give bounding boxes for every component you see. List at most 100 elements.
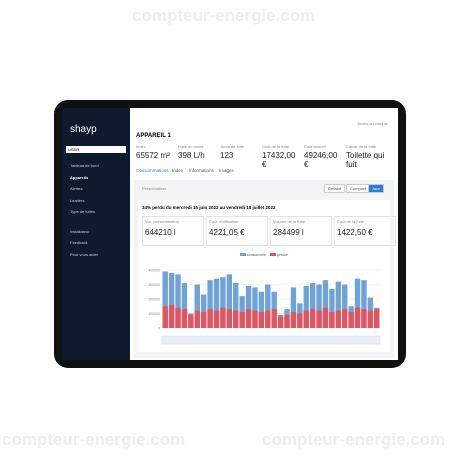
legend-swatch: [240, 253, 246, 256]
card-label: Coût d'utilisation: [209, 219, 239, 224]
bar: [200, 294, 207, 328]
stat-label: Fuite en cours: [178, 144, 204, 149]
bar: [233, 283, 239, 328]
bar: [194, 310, 200, 328]
bar: [213, 278, 220, 328]
bar: [316, 310, 322, 328]
navigator: [161, 335, 381, 345]
card: [270, 216, 332, 246]
menu-item[interactable]: Type de fuites: [70, 209, 95, 214]
card-label: Vol. consommation: [145, 219, 179, 224]
bar: [258, 312, 265, 328]
device-title: APPAREIL 1: [136, 133, 171, 139]
bar: [354, 278, 361, 328]
bar: [329, 288, 335, 328]
bar: [335, 310, 342, 328]
stat-value: 49246,00 €: [304, 151, 338, 169]
card-label: Coût de la fuite: [337, 219, 364, 224]
menu-item[interactable]: Pour vous aider: [70, 251, 99, 257]
bar: [258, 291, 265, 328]
bar: [290, 287, 297, 328]
stat-label: Jours de fuite: [220, 144, 245, 149]
stat-label: Coût annuel: [304, 144, 326, 149]
legend-swatch: [270, 253, 276, 256]
bar: [322, 307, 329, 328]
bar: [309, 309, 316, 328]
tab[interactable]: Index: [172, 168, 184, 173]
watermark: compteur-energie.com: [132, 6, 316, 25]
menu-item[interactable]: Alertes: [70, 186, 83, 191]
card-label: Volume de la fuite: [273, 219, 305, 224]
search[interactable]: USER: [66, 146, 126, 153]
view-button[interactable]: Détaillé: [324, 184, 346, 193]
bar: [348, 312, 354, 328]
card-value: 644210 l: [145, 228, 176, 237]
bar: [342, 309, 348, 328]
bar: [181, 309, 188, 328]
chart: 0 100000 200000 300000 400000 consommée perdue: [148, 253, 381, 345]
account-link[interactable]: Accès au compte: [357, 121, 388, 126]
bar: [342, 284, 348, 328]
bar: [194, 284, 200, 328]
stat-label: Cause de la fuite: [346, 144, 377, 149]
bar: [367, 310, 374, 328]
bar: [354, 307, 361, 328]
bar: [303, 285, 309, 328]
bar: [220, 277, 226, 328]
bar: [329, 312, 335, 328]
bar: [361, 309, 367, 328]
panel-title: 34% perdu du mercredi 15 juin 2022 au ve…: [142, 205, 276, 210]
y-tick-label: 300000: [148, 283, 160, 287]
bar: [226, 274, 233, 328]
bar: [309, 283, 316, 328]
bar: [265, 284, 271, 328]
customize[interactable]: Personnaliser: [142, 186, 167, 191]
view-button[interactable]: Jour: [368, 184, 384, 193]
card: [142, 216, 204, 246]
bar: [226, 309, 233, 328]
bar: [290, 312, 297, 328]
tab[interactable]: Consommations: [136, 168, 169, 173]
bar: [162, 271, 168, 328]
stat-value: 65572 m³: [136, 151, 170, 160]
logo: shayp: [70, 124, 97, 135]
bar: [252, 287, 258, 328]
stat-value: 123: [220, 151, 234, 160]
bar: [265, 310, 271, 328]
bar: [181, 283, 188, 328]
legend-label: perdue: [277, 253, 288, 257]
bar: [162, 306, 168, 328]
y-tick-label: 200000: [148, 298, 160, 302]
y-tick-label: 100000: [148, 312, 160, 316]
menu-item[interactable]: Feedback: [70, 240, 88, 245]
bar: [207, 280, 213, 328]
card-value: 1422,50 €: [337, 228, 373, 237]
y-tick-label: 400000: [148, 269, 160, 273]
bar: [271, 309, 277, 328]
bar: [239, 296, 245, 328]
bar: [322, 280, 329, 328]
bar: [175, 274, 181, 328]
legend-label: consommée: [247, 253, 266, 257]
menu-item[interactable]: Installateur: [70, 228, 90, 234]
stat-label: Index: [136, 144, 146, 149]
menu-item[interactable]: Leaders: [70, 197, 85, 203]
tab[interactable]: Informations: [189, 168, 214, 173]
tab[interactable]: Images: [219, 168, 234, 173]
bar: [297, 313, 303, 328]
bar: [335, 281, 342, 328]
menu-item[interactable]: Tableau de bord: [70, 163, 99, 168]
menu-item[interactable]: Appareils: [70, 174, 89, 180]
bar: [374, 309, 380, 328]
bar: [175, 307, 181, 328]
bar: [200, 312, 207, 328]
bar: [277, 316, 284, 328]
bar: [233, 310, 239, 328]
bar: [168, 272, 175, 328]
card-value: 4221,05 €: [209, 228, 245, 237]
bar: [361, 280, 367, 328]
sidebar: shayp USER Tableau de bord Appareils Alert…: [62, 108, 130, 360]
bar: [239, 312, 245, 328]
y-tick-label: 0: [158, 327, 160, 331]
